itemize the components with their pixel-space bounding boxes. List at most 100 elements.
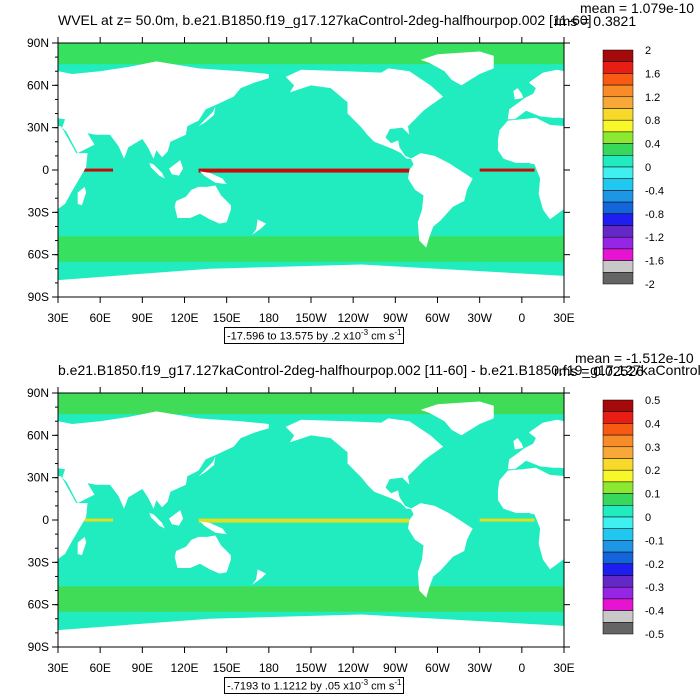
land-australia (174, 185, 231, 224)
land-new-zealand (251, 569, 267, 585)
lat-label: 0 (42, 513, 49, 527)
colorbar-swatch (602, 272, 634, 285)
colorbar-label: 0.1 (645, 489, 660, 501)
lon-label: 30W (467, 661, 492, 675)
southern-ocean-band (58, 586, 564, 612)
colorbar-swatch (602, 131, 634, 144)
lon-label: 120E (170, 661, 198, 675)
colorbar-swatch (602, 551, 634, 565)
colorbar-swatch (602, 236, 634, 250)
colorbar-label: -0.2 (645, 559, 664, 571)
lat-label: 30S (28, 555, 49, 569)
colorbar-swatch (602, 586, 634, 600)
lon-label: 90W (383, 661, 408, 675)
range-unit: cm s (368, 680, 395, 693)
map-panel-1: WVEL at z= 50.0m, b.e21.B1850.f19_g17.12… (26, 0, 695, 344)
colorbar-swatch (602, 493, 634, 506)
colorbar-label: 2 (645, 45, 651, 57)
rms-stat: rms = 0.3821 (554, 13, 637, 29)
colorbar-label: 0.4 (645, 139, 660, 151)
land-new-zealand (251, 219, 267, 235)
colorbar-label: 0.5 (645, 395, 660, 407)
lon-label: 30W (467, 311, 492, 325)
land-madagascar (77, 536, 87, 556)
colorbar-swatch (602, 108, 634, 121)
colorbar-swatch (602, 458, 634, 471)
land-new-guinea (199, 521, 227, 535)
land-borneo (169, 160, 184, 176)
colorbar-label: -0.4 (645, 185, 664, 197)
range-unit-exponent: -1 (394, 328, 402, 337)
colorbar-label: 0.8 (645, 115, 660, 127)
colorbar-swatch (602, 155, 634, 168)
colorbar-label: 0 (645, 162, 651, 174)
lon-label: 30E (47, 311, 68, 325)
land-great-britain (513, 438, 524, 450)
colorbar-label: 1.2 (645, 92, 660, 104)
colorbar-label: -0.8 (645, 209, 664, 221)
land-greenland (420, 51, 494, 86)
lon-label: 30E (553, 661, 574, 675)
contour-range-label: -17.596 to 13.575 by .2 x10-3 cm s-1 (224, 327, 405, 344)
contour-range-label: -.7193 to 1.1212 by .05 x10-3 cm s-1 (224, 677, 405, 694)
colorbar-swatch (602, 49, 634, 62)
lon-label: 120E (170, 311, 198, 325)
colorbar-swatch (602, 481, 634, 494)
land-great-britain (513, 88, 524, 100)
lat-label: 30S (28, 205, 49, 219)
range-unit-exponent: -1 (394, 678, 402, 687)
lon-label: 30E (553, 311, 574, 325)
land-north-america (285, 418, 444, 509)
lat-label: 30N (27, 471, 49, 485)
land-madagascar (77, 186, 87, 206)
colorbar-swatch (602, 423, 634, 436)
lat-label: 60S (28, 248, 49, 262)
land-borneo (169, 510, 184, 526)
lat-label: 0 (42, 163, 49, 177)
lon-label: 120W (337, 311, 369, 325)
equatorial-band-atlantic (479, 168, 535, 172)
southern-ocean-band (58, 236, 564, 262)
lon-label: 0 (518, 311, 525, 325)
colorbar-label: -1.6 (645, 256, 664, 268)
colorbar-swatch (602, 119, 634, 133)
range-exponent: -3 (360, 678, 369, 687)
lon-label: 180 (259, 661, 279, 675)
land-sumatra (149, 162, 165, 179)
colorbar-label: 0.4 (645, 418, 660, 430)
colorbar-swatch (602, 190, 634, 203)
land-australia (174, 535, 231, 574)
land-antarctica (58, 614, 564, 647)
lat-label: 30N (27, 121, 49, 135)
colorbar-swatch (602, 61, 634, 74)
colorbar-swatch (602, 166, 634, 179)
colorbar-swatch (602, 260, 634, 273)
panel-title: b.e21.B1850.f19_g17.127kaControl-2deg-ha… (58, 362, 700, 378)
land-south-america (407, 503, 473, 598)
equatorial-band (198, 168, 410, 173)
lat-label: 90N (27, 36, 49, 50)
colorbar-swatch (602, 505, 634, 518)
equatorial-band-indian (73, 518, 113, 522)
colorbar-swatch (602, 399, 634, 412)
lat-label: 60N (27, 428, 49, 442)
lon-label: 60W (425, 311, 450, 325)
colorbar-swatch (602, 446, 634, 459)
colorbar-swatch (602, 598, 634, 611)
colorbar-label: -0.3 (645, 582, 664, 594)
land-sumatra (149, 512, 165, 529)
colorbar-label: 0 (645, 512, 651, 524)
land-south-america (407, 153, 473, 248)
colorbar-label: -1.2 (645, 232, 664, 244)
land-antarctica (58, 264, 564, 297)
land-eurasia (1, 411, 269, 509)
map-panel-2: b.e21.B1850.f19_g17.127kaControl-2deg-ha… (0, 350, 700, 700)
lat-label: 90S (28, 640, 49, 654)
land-new-guinea (199, 171, 227, 185)
colorbar-label: -0.1 (645, 535, 664, 547)
colorbar-swatch (602, 434, 634, 448)
lon-label: 60E (89, 661, 110, 675)
range-unit: cm s (368, 330, 395, 343)
map-plot: 90N 60N 30N 0 30S 60S 90S 30E 60E 90E 120E 150E 180 1… (0, 386, 700, 675)
lon-label: 90E (132, 311, 153, 325)
